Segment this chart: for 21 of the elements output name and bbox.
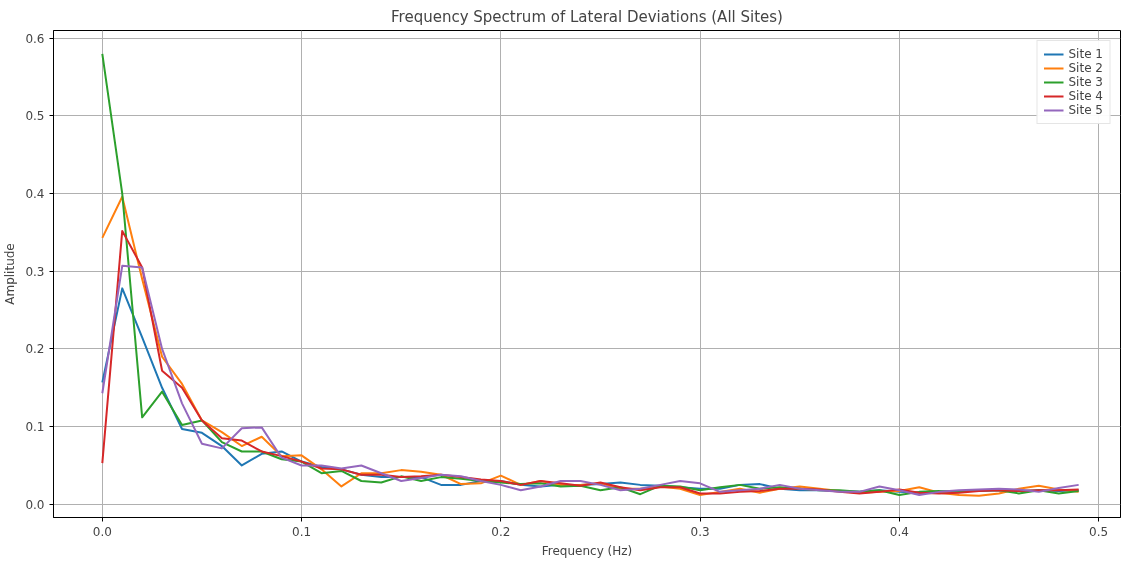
x-tick-label: 0.3: [690, 524, 710, 539]
x-tick-label: 0.2: [491, 524, 511, 539]
y-tick-label: 0.6: [25, 31, 45, 46]
legend-label: Site 4: [1068, 89, 1103, 103]
y-tick-label: 0.2: [25, 342, 45, 357]
y-tick-label: 0.1: [25, 420, 45, 435]
legend-label: Site 5: [1068, 103, 1103, 117]
x-tick-label: 0.0: [92, 524, 112, 539]
legend-label: Site 3: [1068, 75, 1103, 89]
x-tick-label: 0.1: [292, 524, 312, 539]
x-tick-label: 0.5: [1089, 524, 1109, 539]
y-tick-label: 0.0: [25, 497, 45, 512]
chart-title: Frequency Spectrum of Lateral Deviations (All Sites): [391, 7, 783, 26]
legend-label: Site 2: [1068, 61, 1103, 75]
y-tick-label: 0.4: [25, 187, 45, 202]
y-tick-label: 0.3: [25, 264, 45, 279]
y-axis-title: Amplitude: [3, 243, 18, 305]
x-tick-label: 0.4: [889, 524, 909, 539]
x-axis-title: Frequency (Hz): [541, 543, 633, 558]
legend-label: Site 1: [1068, 47, 1103, 61]
y-tick-label: 0.5: [25, 109, 45, 124]
